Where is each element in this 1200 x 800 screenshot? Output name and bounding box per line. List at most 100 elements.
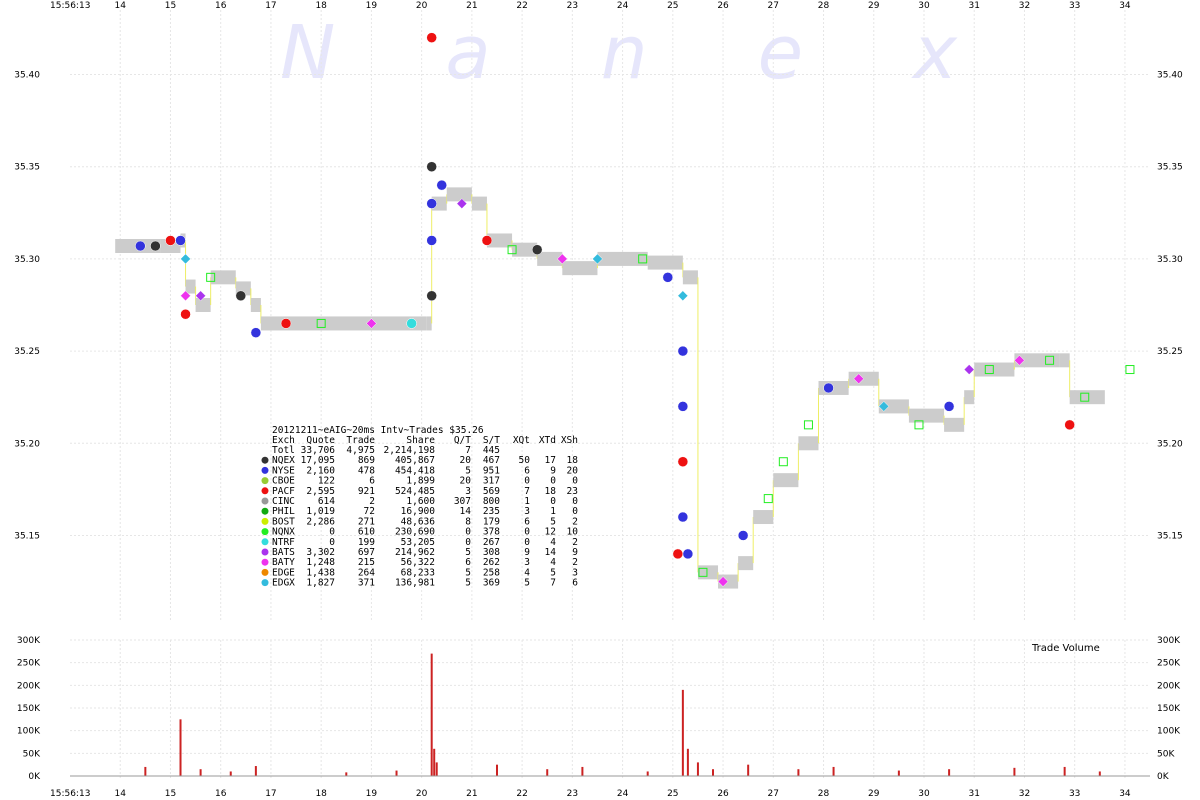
volume-tick-label-left: 50K — [23, 749, 41, 759]
volume-tick-label-right: 250K — [1157, 659, 1181, 669]
table-cell: 16,900 — [401, 506, 436, 517]
nbbo-segment — [537, 251, 563, 266]
trade-marker-circle — [150, 240, 161, 252]
table-cell: 5 — [465, 547, 471, 558]
nbbo-segment — [1059, 353, 1070, 368]
trade-marker-circle — [481, 235, 493, 246]
x-tick-label-bottom: 18 — [315, 789, 327, 799]
table-legend-marker — [261, 466, 269, 474]
table-legend-marker — [261, 456, 269, 464]
trade-marker-diamond — [677, 290, 689, 302]
volume-bar — [797, 769, 800, 776]
nbbo-segment — [471, 196, 487, 211]
trade-marker-diamond — [366, 318, 377, 329]
nbbo-segment — [1069, 390, 1105, 405]
volume-bar — [1098, 771, 1101, 776]
x-tick-label-top: 34 — [1119, 1, 1131, 11]
table-cell: 1,899 — [406, 476, 435, 487]
table-cell: 0 — [572, 496, 578, 507]
volume-tick-label-left: 100K — [17, 727, 41, 737]
table-cell: 3 — [465, 486, 471, 497]
volume-bar — [345, 772, 348, 776]
table-cell: 20 — [567, 465, 579, 476]
table-cell: 5 — [550, 567, 556, 578]
x-tick-label-top: 18 — [315, 1, 327, 11]
x-tick-label-bottom: 27 — [768, 789, 779, 799]
table-cell: 68,233 — [401, 567, 435, 578]
trade-marker-circle — [406, 318, 417, 329]
table-cell: 0 — [572, 476, 578, 487]
table-cell: 1,248 — [306, 557, 335, 568]
table-cell: 2 — [572, 516, 578, 527]
table-cell: 0 — [550, 496, 556, 507]
volume-bar — [747, 764, 750, 776]
volume-bar — [832, 766, 835, 776]
trade-marker-nqnx — [1080, 392, 1090, 402]
x-tick-label-top: 24 — [617, 1, 629, 11]
table-cell: 317 — [483, 476, 500, 487]
y-tick-label-right: 35.25 — [1157, 347, 1183, 357]
table-cell: 1 — [550, 506, 556, 517]
x-tick-label-bottom: 29 — [868, 789, 880, 799]
table-cell: 569 — [483, 486, 500, 497]
table-cell: 0 — [524, 476, 530, 487]
table-cell: 951 — [483, 465, 500, 476]
trade-marker-diamond — [963, 364, 975, 375]
x-tick-label-top: 31 — [968, 1, 979, 11]
x-tick-label-top: 21 — [466, 1, 477, 11]
table-cell: EDGE — [272, 567, 295, 578]
volume-tick-label-left: 300K — [17, 636, 41, 646]
trade-marker-circle — [135, 240, 146, 252]
table-cell: 454,418 — [395, 465, 435, 476]
trade-marker-diamond — [853, 373, 865, 385]
x-tick-label-top: 26 — [717, 1, 729, 11]
trade-marker-nqnx — [984, 365, 994, 375]
trade-marker-circle — [180, 308, 191, 320]
x-tick-label-top: 27 — [768, 1, 779, 11]
trade-marker-circle — [677, 456, 689, 467]
volume-bar — [686, 748, 689, 776]
x-tick-label-bottom: 16 — [215, 789, 227, 799]
table-legend-marker — [261, 487, 269, 495]
table-header: XTd — [539, 435, 556, 446]
y-tick-label-left: 35.35 — [14, 163, 40, 173]
x-tick-label-top: 20 — [416, 1, 428, 11]
grid — [70, 10, 1150, 780]
table-header: XQt — [513, 435, 530, 446]
x-tick-label-bottom: 14 — [115, 789, 127, 799]
x-tick-label-top: 19 — [366, 1, 378, 11]
table-cell: 215 — [358, 557, 375, 568]
table-cell: BATY — [272, 557, 295, 568]
x-tick-label-bottom: 31 — [968, 789, 979, 799]
top-time-label: 15:56:13 — [50, 1, 90, 11]
x-tick-label-bottom: 28 — [818, 789, 830, 799]
x-tick-label-bottom: 25 — [667, 789, 678, 799]
table-cell: 7 — [524, 486, 530, 497]
volume-tick-label-left: 200K — [17, 681, 41, 691]
table-cell: 72 — [364, 506, 375, 517]
table-cell: 2,214,198 — [384, 445, 436, 456]
table-cell: 17 — [545, 455, 556, 466]
table-cell: 258 — [483, 567, 500, 578]
x-tick-label-top: 28 — [818, 1, 830, 11]
table-cell: 2 — [572, 537, 578, 548]
table-cell: 18 — [545, 486, 557, 497]
x-tick-label-top: 14 — [115, 1, 127, 11]
x-tick-label-bottom: 23 — [567, 789, 578, 799]
table-cell: 230,690 — [395, 527, 435, 538]
table-cell: 445 — [483, 445, 500, 456]
table-cell: 8 — [465, 516, 471, 527]
y-tick-label-left: 35.15 — [14, 531, 40, 541]
x-tick-label-bottom: 30 — [918, 789, 930, 799]
nbbo-segment — [512, 242, 538, 257]
table-cell: 378 — [483, 527, 500, 538]
y-tick-label-left: 35.25 — [14, 347, 40, 357]
x-tick-label-bottom: 34 — [1119, 789, 1131, 799]
volume-bar — [395, 770, 398, 776]
nbbo-segment — [682, 270, 698, 285]
x-tick-label-top: 30 — [918, 1, 930, 11]
trade-marker-diamond — [556, 253, 568, 265]
y-tick-label-right: 35.15 — [1157, 531, 1183, 541]
trade-marker-circle — [235, 290, 247, 302]
trade-marker-circle — [677, 511, 689, 523]
